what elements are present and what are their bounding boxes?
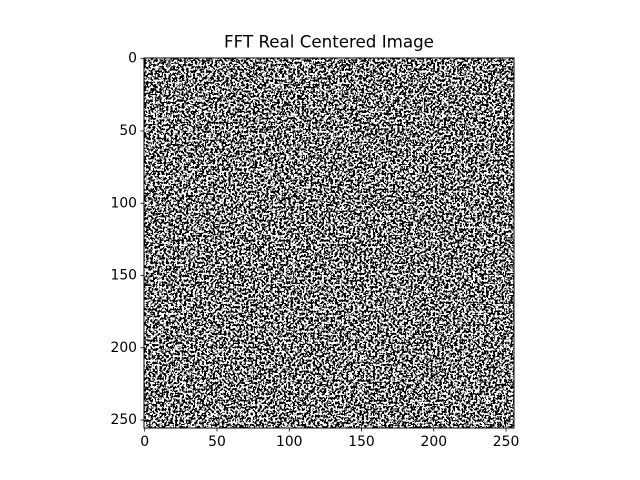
y-tick-label: 100 <box>110 195 137 211</box>
y-tick-label: 200 <box>110 340 137 356</box>
x-tick-label: 250 <box>493 434 520 450</box>
image-texture <box>144 58 514 428</box>
x-tick-label: 200 <box>421 434 448 450</box>
y-tick-label: 150 <box>110 268 137 284</box>
chart-title: FFT Real Centered Image <box>224 32 434 52</box>
y-tick-label: 50 <box>119 123 137 139</box>
x-tick-label: 100 <box>276 434 303 450</box>
axes-frame <box>143 57 515 429</box>
x-tick-label: 50 <box>208 434 226 450</box>
y-tick-label: 0 <box>128 51 137 67</box>
y-tick-label: 250 <box>110 412 137 428</box>
x-tick-label: 150 <box>348 434 375 450</box>
x-tick-label: 0 <box>140 434 149 450</box>
